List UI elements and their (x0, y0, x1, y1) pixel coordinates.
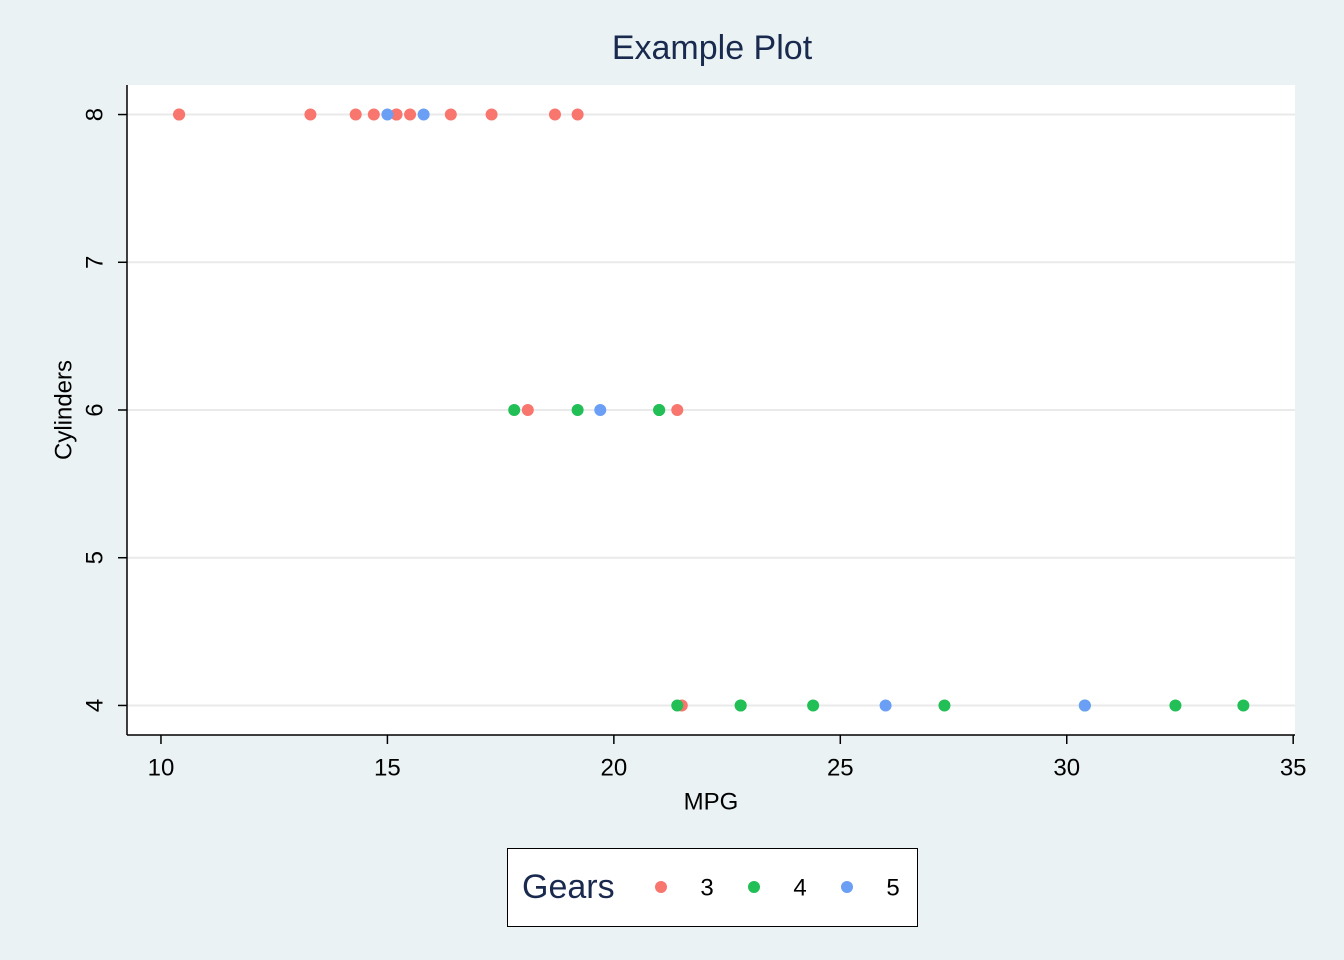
point (879, 699, 892, 712)
legend-title: Gears (522, 868, 615, 906)
legend-label: 3 (700, 874, 713, 901)
legend-marker (748, 881, 760, 893)
point (671, 699, 684, 712)
y-tick-label: 4 (81, 699, 108, 712)
y-tick-label: 5 (81, 551, 108, 564)
legend-label: 5 (886, 874, 899, 901)
x-tick-label: 35 (1280, 754, 1307, 781)
point (653, 404, 666, 416)
point (1169, 699, 1182, 712)
point (390, 108, 403, 121)
x-tick-label: 10 (148, 754, 175, 781)
point (1237, 699, 1250, 712)
legend-marker (841, 881, 853, 893)
point (1078, 699, 1091, 712)
x-tick-label: 25 (827, 754, 854, 781)
point (571, 108, 584, 121)
x-tick-label: 30 (1053, 754, 1080, 781)
point (485, 108, 498, 121)
point (508, 404, 521, 416)
point (304, 108, 317, 121)
chart-title: Example Plot (612, 29, 813, 67)
x-axis-label: MPG (684, 788, 739, 815)
point (734, 699, 747, 712)
y-axis-label: Cylinders (50, 360, 77, 460)
point (521, 404, 534, 416)
point (571, 404, 584, 416)
point (938, 699, 951, 712)
point (367, 108, 380, 121)
legend-marker (655, 881, 667, 893)
point (404, 108, 417, 121)
y-tick-label: 7 (81, 256, 108, 269)
x-tick-label: 20 (601, 754, 628, 781)
point (349, 108, 362, 121)
point (548, 108, 561, 121)
point (173, 108, 186, 121)
point (444, 108, 457, 121)
point (417, 108, 430, 121)
y-tick-label: 8 (81, 108, 108, 121)
x-tick-label: 15 (374, 754, 401, 781)
point (594, 404, 607, 416)
point (807, 699, 820, 712)
legend-label: 4 (793, 874, 806, 901)
point (671, 404, 684, 416)
point (381, 108, 394, 121)
y-tick-label: 6 (81, 403, 108, 416)
